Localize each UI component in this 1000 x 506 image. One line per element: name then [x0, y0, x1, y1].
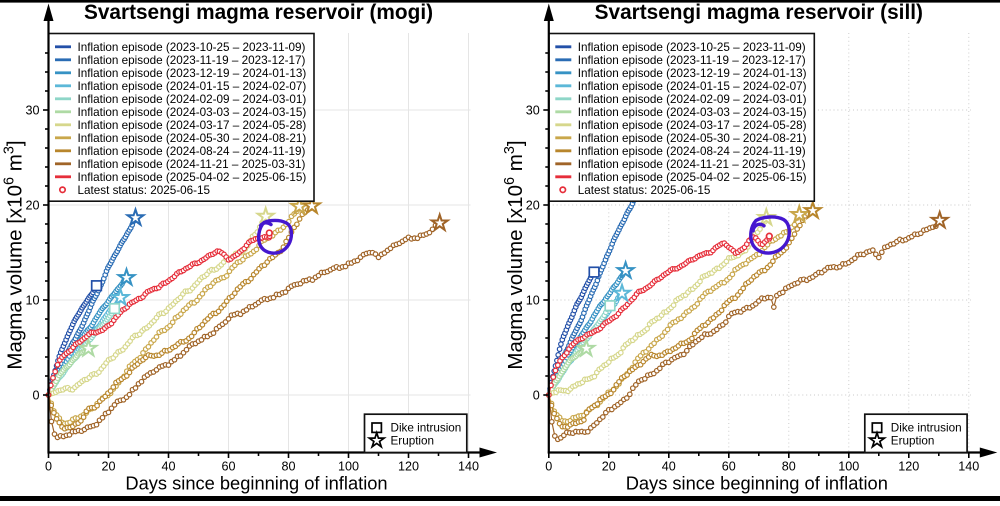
svg-text:Magma volume [x106 m3]: Magma volume [x106 m3]	[2, 140, 27, 369]
svg-text:100: 100	[838, 460, 859, 474]
svg-text:Latest status: 2025-06-15: Latest status: 2025-06-15	[78, 184, 211, 197]
svg-text:Days since beginning of inflat: Days since beginning of inflation	[125, 473, 387, 494]
svg-text:0: 0	[533, 388, 540, 402]
svg-text:60: 60	[221, 460, 235, 474]
svg-text:140: 140	[458, 460, 479, 474]
svg-text:Inflation episode (2024-08-24: Inflation episode (2024-08-24 – 2024-11-…	[78, 145, 306, 158]
svg-text:Eruption: Eruption	[391, 435, 435, 448]
svg-text:Eruption: Eruption	[891, 435, 935, 448]
svg-text:Inflation episode (2023-11-19: Inflation episode (2023-11-19 – 2023-12-…	[578, 54, 806, 67]
svg-text:20: 20	[526, 198, 540, 212]
svg-text:Inflation episode (2024-08-24: Inflation episode (2024-08-24 – 2024-11-…	[578, 145, 806, 158]
svg-text:0: 0	[32, 388, 39, 402]
svg-text:40: 40	[161, 460, 175, 474]
svg-text:80: 80	[782, 460, 796, 474]
svg-text:Dike intrusion: Dike intrusion	[891, 422, 962, 435]
svg-text:Inflation episode (2024-03-03: Inflation episode (2024-03-03 – 2024-03-…	[78, 106, 307, 119]
svg-text:Svartsengi magma reservoir (mo: Svartsengi magma reservoir (mogi)	[84, 1, 433, 24]
svg-text:Inflation episode (2024-01-15: Inflation episode (2024-01-15 – 2024-02-…	[78, 80, 307, 93]
svg-text:20: 20	[602, 460, 616, 474]
svg-text:10: 10	[526, 293, 540, 307]
svg-text:Svartsengi magma reservoir (si: Svartsengi magma reservoir (sill)	[595, 1, 923, 24]
svg-text:Inflation episode (2024-02-09: Inflation episode (2024-02-09 – 2024-03-…	[578, 93, 807, 106]
svg-text:Inflation episode (2024-11-21: Inflation episode (2024-11-21 – 2025-03-…	[578, 158, 806, 171]
svg-text:Inflation episode (2023-10-25: Inflation episode (2023-10-25 – 2023-11-…	[78, 41, 306, 54]
svg-text:140: 140	[958, 460, 979, 474]
svg-text:120: 120	[898, 460, 919, 474]
svg-text:Inflation episode (2024-03-17: Inflation episode (2024-03-17 – 2024-05-…	[578, 119, 807, 132]
svg-text:120: 120	[398, 460, 419, 474]
svg-text:30: 30	[25, 103, 39, 117]
svg-text:10: 10	[25, 293, 39, 307]
svg-text:Latest status: 2025-06-15: Latest status: 2025-06-15	[578, 184, 711, 197]
svg-text:Inflation episode (2024-02-09: Inflation episode (2024-02-09 – 2024-03-…	[78, 93, 307, 106]
svg-text:0: 0	[45, 460, 52, 474]
svg-text:Inflation episode (2023-12-19: Inflation episode (2023-12-19 – 2024-01-…	[78, 67, 307, 80]
svg-text:Inflation episode (2025-04-02: Inflation episode (2025-04-02 – 2025-06-…	[78, 171, 307, 184]
svg-text:Magma volume [x106 m3]: Magma volume [x106 m3]	[502, 140, 527, 369]
svg-text:0: 0	[545, 460, 552, 474]
svg-text:Inflation episode (2025-04-02: Inflation episode (2025-04-02 – 2025-06-…	[578, 171, 807, 184]
svg-text:Inflation episode (2024-03-17: Inflation episode (2024-03-17 – 2024-05-…	[78, 119, 307, 132]
svg-text:20: 20	[101, 460, 115, 474]
svg-text:Days since beginning of inflat: Days since beginning of inflation	[626, 473, 888, 494]
svg-text:60: 60	[722, 460, 736, 474]
svg-text:20: 20	[25, 198, 39, 212]
svg-text:Inflation episode (2024-01-15: Inflation episode (2024-01-15 – 2024-02-…	[578, 80, 807, 93]
svg-text:30: 30	[526, 103, 540, 117]
svg-text:Inflation episode (2024-05-30: Inflation episode (2024-05-30 – 2024-08-…	[78, 132, 307, 145]
svg-text:Inflation episode (2024-03-03: Inflation episode (2024-03-03 – 2024-03-…	[578, 106, 807, 119]
svg-text:Inflation episode (2024-05-30: Inflation episode (2024-05-30 – 2024-08-…	[578, 132, 807, 145]
svg-text:Inflation episode (2023-12-19: Inflation episode (2023-12-19 – 2024-01-…	[578, 67, 807, 80]
svg-text:40: 40	[662, 460, 676, 474]
svg-text:Dike intrusion: Dike intrusion	[391, 422, 462, 435]
svg-text:Inflation episode (2024-11-21: Inflation episode (2024-11-21 – 2025-03-…	[78, 158, 306, 171]
svg-text:Inflation episode (2023-10-25: Inflation episode (2023-10-25 – 2023-11-…	[578, 41, 806, 54]
svg-text:100: 100	[338, 460, 359, 474]
svg-text:80: 80	[281, 460, 295, 474]
svg-text:Inflation episode (2023-11-19: Inflation episode (2023-11-19 – 2023-12-…	[78, 54, 306, 67]
